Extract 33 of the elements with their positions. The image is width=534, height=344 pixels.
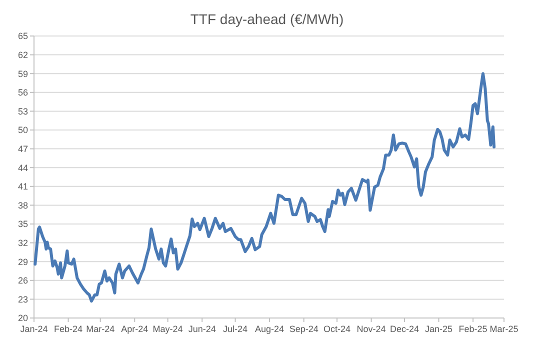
y-tick-label: 23 [18, 294, 28, 304]
x-tick-label: Feb-25 [458, 324, 488, 334]
x-tick-label: May-24 [152, 324, 183, 334]
x-tick-label: Sep-24 [289, 324, 318, 334]
y-tick-label: 53 [18, 106, 28, 116]
x-tick-label: Feb-24 [54, 324, 83, 334]
y-tick-label: 26 [18, 276, 28, 286]
y-tick-label: 65 [18, 31, 28, 42]
x-tick-label: Oct-24 [324, 324, 351, 334]
y-tick-label: 50 [18, 125, 28, 136]
x-tick-label: Jan-25 [424, 324, 453, 334]
x-tick-label: Aug-24 [255, 324, 284, 334]
y-tick-label: 56 [18, 88, 28, 98]
y-tick-label: 35 [18, 219, 28, 230]
x-tick-label: Mar-24 [86, 324, 115, 334]
x-tick-label: Nov-24 [356, 324, 386, 334]
y-tick-label: 44 [18, 162, 28, 173]
y-tick-label: 29 [18, 256, 28, 267]
line-series [34, 72, 496, 303]
y-tick-label: 20 [18, 313, 28, 324]
x-tick-label: Jul-24 [223, 324, 248, 334]
y-tick-label: 41 [18, 182, 28, 192]
x-tick-label: Apr-24 [121, 324, 148, 334]
y-tick-label: 38 [18, 200, 28, 210]
chart-title: TTF day-ahead (€/MWh) [190, 11, 344, 27]
y-tick-label: 59 [18, 68, 28, 79]
y-tick-label: 47 [18, 144, 28, 154]
x-tick-label: Mar-25 [490, 324, 518, 334]
x-tick-label: Jun-24 [188, 324, 216, 334]
y-tick-label: 32 [18, 238, 28, 248]
x-tick-label: Jan-24 [20, 324, 48, 334]
y-tick-label: 62 [18, 50, 28, 60]
x-tick-label: Dec-24 [390, 324, 419, 334]
